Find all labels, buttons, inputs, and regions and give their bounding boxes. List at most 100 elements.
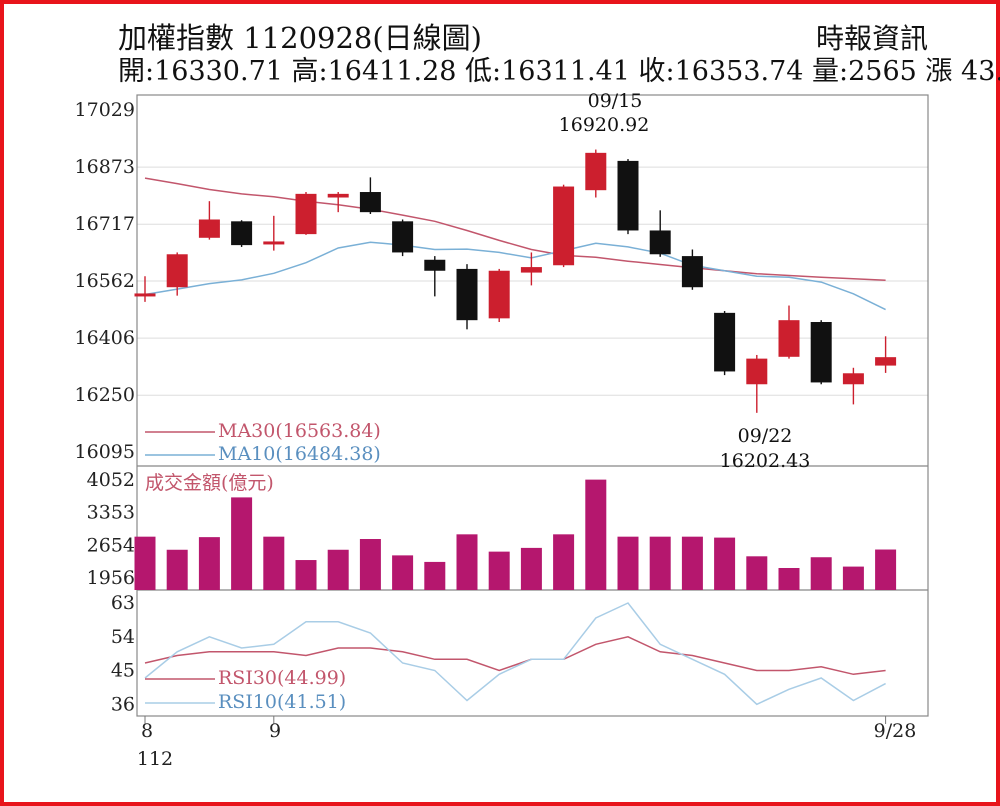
volume-tick-label: 4052 xyxy=(87,469,135,491)
volume-bar xyxy=(681,536,703,590)
volume-bar xyxy=(617,536,639,590)
x-axis-ticks xyxy=(144,716,887,724)
x-label-august: 8 xyxy=(141,720,153,742)
price-tick-label: 17029 xyxy=(75,99,135,121)
volume-bar xyxy=(488,551,510,590)
candle-body xyxy=(617,160,639,231)
price-tick-label: 16406 xyxy=(75,327,135,349)
volume-title: 成交金額(億元) xyxy=(145,472,274,494)
rsi-lines xyxy=(144,602,886,706)
volume-bar xyxy=(810,557,832,590)
volume-tick-label: 1956 xyxy=(87,567,135,589)
rsi10-line xyxy=(144,602,886,706)
ma10-legend-label: MA10(16484.38) xyxy=(218,443,381,465)
volume-bar xyxy=(778,567,800,590)
rsi10-legend-label: RSI10(41.51) xyxy=(218,691,346,713)
candle-body xyxy=(424,259,446,271)
moving-average-lines xyxy=(144,177,886,311)
candle xyxy=(681,249,703,290)
ohlc-summary: 開:16330.71 高:16411.28 低:16311.41 收:16353… xyxy=(118,56,1000,87)
candle xyxy=(456,264,478,330)
rsi-tick-label: 36 xyxy=(111,693,135,715)
candle-body xyxy=(585,152,607,191)
panel-frames xyxy=(136,94,929,717)
rsi30-legend-label: RSI30(44.99) xyxy=(218,667,346,689)
rsi-y-axis: 63 54 45 36 xyxy=(111,592,135,715)
plot-border xyxy=(136,94,929,717)
candle-body xyxy=(649,230,671,255)
candle-body xyxy=(810,322,832,383)
rsi-tick-label: 63 xyxy=(111,592,135,614)
candlesticks xyxy=(134,149,897,413)
candle-body xyxy=(842,373,864,385)
candle xyxy=(231,220,253,247)
low-annotation-date: 09/22 xyxy=(738,425,793,447)
candle-body xyxy=(198,219,220,238)
chart-title: 加權指數 1120928(日線圖) xyxy=(118,21,482,55)
volume-bar xyxy=(327,549,349,590)
candle-body xyxy=(231,221,253,246)
grid-layer xyxy=(137,166,928,396)
candle xyxy=(778,305,800,359)
low-annotation-value: 16202.43 xyxy=(720,450,811,472)
volume-y-axis: 4052 3353 2654 1956 xyxy=(87,469,135,589)
candle xyxy=(585,149,607,198)
candle-body xyxy=(746,358,768,385)
candle xyxy=(359,177,381,214)
candle xyxy=(134,276,156,302)
volume-bar xyxy=(520,547,542,590)
volume-bar xyxy=(842,566,864,590)
high-annotation-value: 16920.92 xyxy=(559,114,650,136)
source-label: 時報資訊 xyxy=(816,22,928,55)
candle-body xyxy=(134,293,156,297)
candle xyxy=(520,252,542,286)
price-tick-label: 16095 xyxy=(75,441,135,463)
rsi30-line xyxy=(144,636,886,676)
candle-body xyxy=(359,192,381,213)
candle xyxy=(617,159,639,235)
volume-bar xyxy=(134,536,156,590)
candle xyxy=(746,354,768,413)
volume-bar xyxy=(456,534,478,590)
price-tick-label: 16562 xyxy=(75,270,135,292)
ma30-line xyxy=(144,177,886,282)
candle-body xyxy=(875,357,897,366)
candle-body xyxy=(456,268,478,321)
candle xyxy=(553,184,575,268)
candle-body xyxy=(778,320,800,357)
rsi-tick-label: 54 xyxy=(111,626,135,648)
candle-body xyxy=(553,186,575,266)
candle xyxy=(198,201,220,240)
price-y-axis: 17029 16873 16717 16562 16406 16250 16095 xyxy=(75,99,135,463)
ma30-legend-label: MA30(16563.84) xyxy=(218,420,381,442)
candle-body xyxy=(488,270,510,319)
volume-bar xyxy=(714,537,736,590)
candle-body xyxy=(166,254,188,288)
candle-body xyxy=(295,193,317,235)
candle xyxy=(392,219,414,257)
candle-body xyxy=(714,312,736,372)
price-tick-label: 16250 xyxy=(75,384,135,406)
candle xyxy=(842,367,864,405)
candle xyxy=(649,210,671,257)
candle-body xyxy=(327,193,349,198)
volume-bar xyxy=(585,479,607,590)
candle-body xyxy=(520,267,542,273)
volume-tick-label: 2654 xyxy=(87,534,135,556)
candle-body xyxy=(681,256,703,288)
volume-bar xyxy=(198,537,220,590)
x-label-end-date: 9/28 xyxy=(874,720,917,742)
price-tick-label: 16717 xyxy=(75,213,135,235)
volume-bar xyxy=(166,549,188,590)
candle xyxy=(166,252,188,296)
volume-tick-label: 3353 xyxy=(87,502,135,524)
volume-bar xyxy=(231,497,253,590)
candle xyxy=(327,192,349,213)
candle xyxy=(295,192,317,235)
volume-bar xyxy=(295,560,317,590)
candle-body xyxy=(263,241,285,245)
volume-bar xyxy=(649,536,671,590)
candle xyxy=(714,311,736,376)
